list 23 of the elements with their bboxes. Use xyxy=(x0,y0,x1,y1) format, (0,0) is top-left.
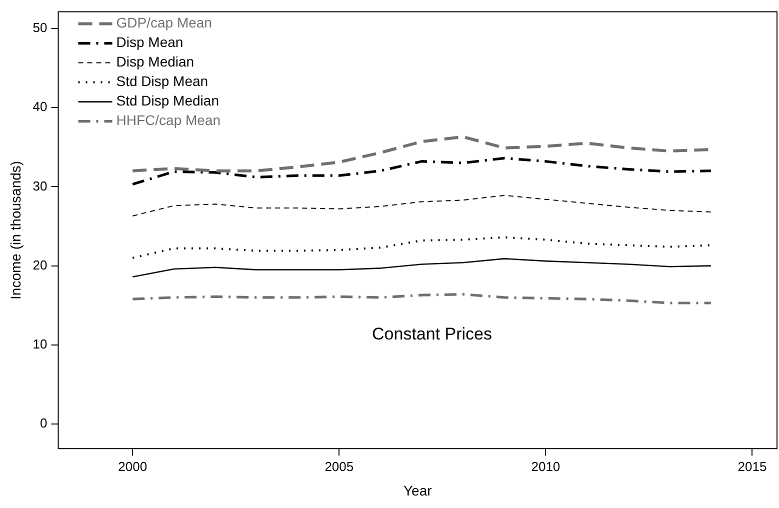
y-tick-label: 50 xyxy=(32,20,48,35)
legend-label: Disp Median xyxy=(116,54,194,70)
x-tick-label: 2015 xyxy=(738,458,767,474)
y-axis-title: Income (in thousands) xyxy=(7,160,24,300)
line-series xyxy=(131,292,712,304)
x-tick-label: 2000 xyxy=(118,458,148,474)
x-tick-label: 2010 xyxy=(531,458,560,474)
y-tick-label: 10 xyxy=(32,336,48,352)
x-tick-label: 2005 xyxy=(324,458,354,474)
y-tick-label: 0 xyxy=(40,416,48,431)
line-series xyxy=(132,194,712,216)
line-series xyxy=(132,236,712,259)
legend-label: Std Disp Mean xyxy=(116,73,208,90)
line-series xyxy=(131,156,712,186)
y-tick-label: 40 xyxy=(32,99,48,114)
legend-label: GDP/cap Mean xyxy=(116,14,212,31)
y-tick-label: 30 xyxy=(32,178,48,194)
legend-label: Disp Mean xyxy=(116,34,184,50)
annotation: Constant Prices xyxy=(372,324,492,344)
y-tick-label: 20 xyxy=(32,257,48,272)
x-axis-title: Year xyxy=(403,482,432,498)
legend-label: HHFC/cap Mean xyxy=(116,112,221,128)
legend-label: Std Disp Median xyxy=(116,92,219,109)
